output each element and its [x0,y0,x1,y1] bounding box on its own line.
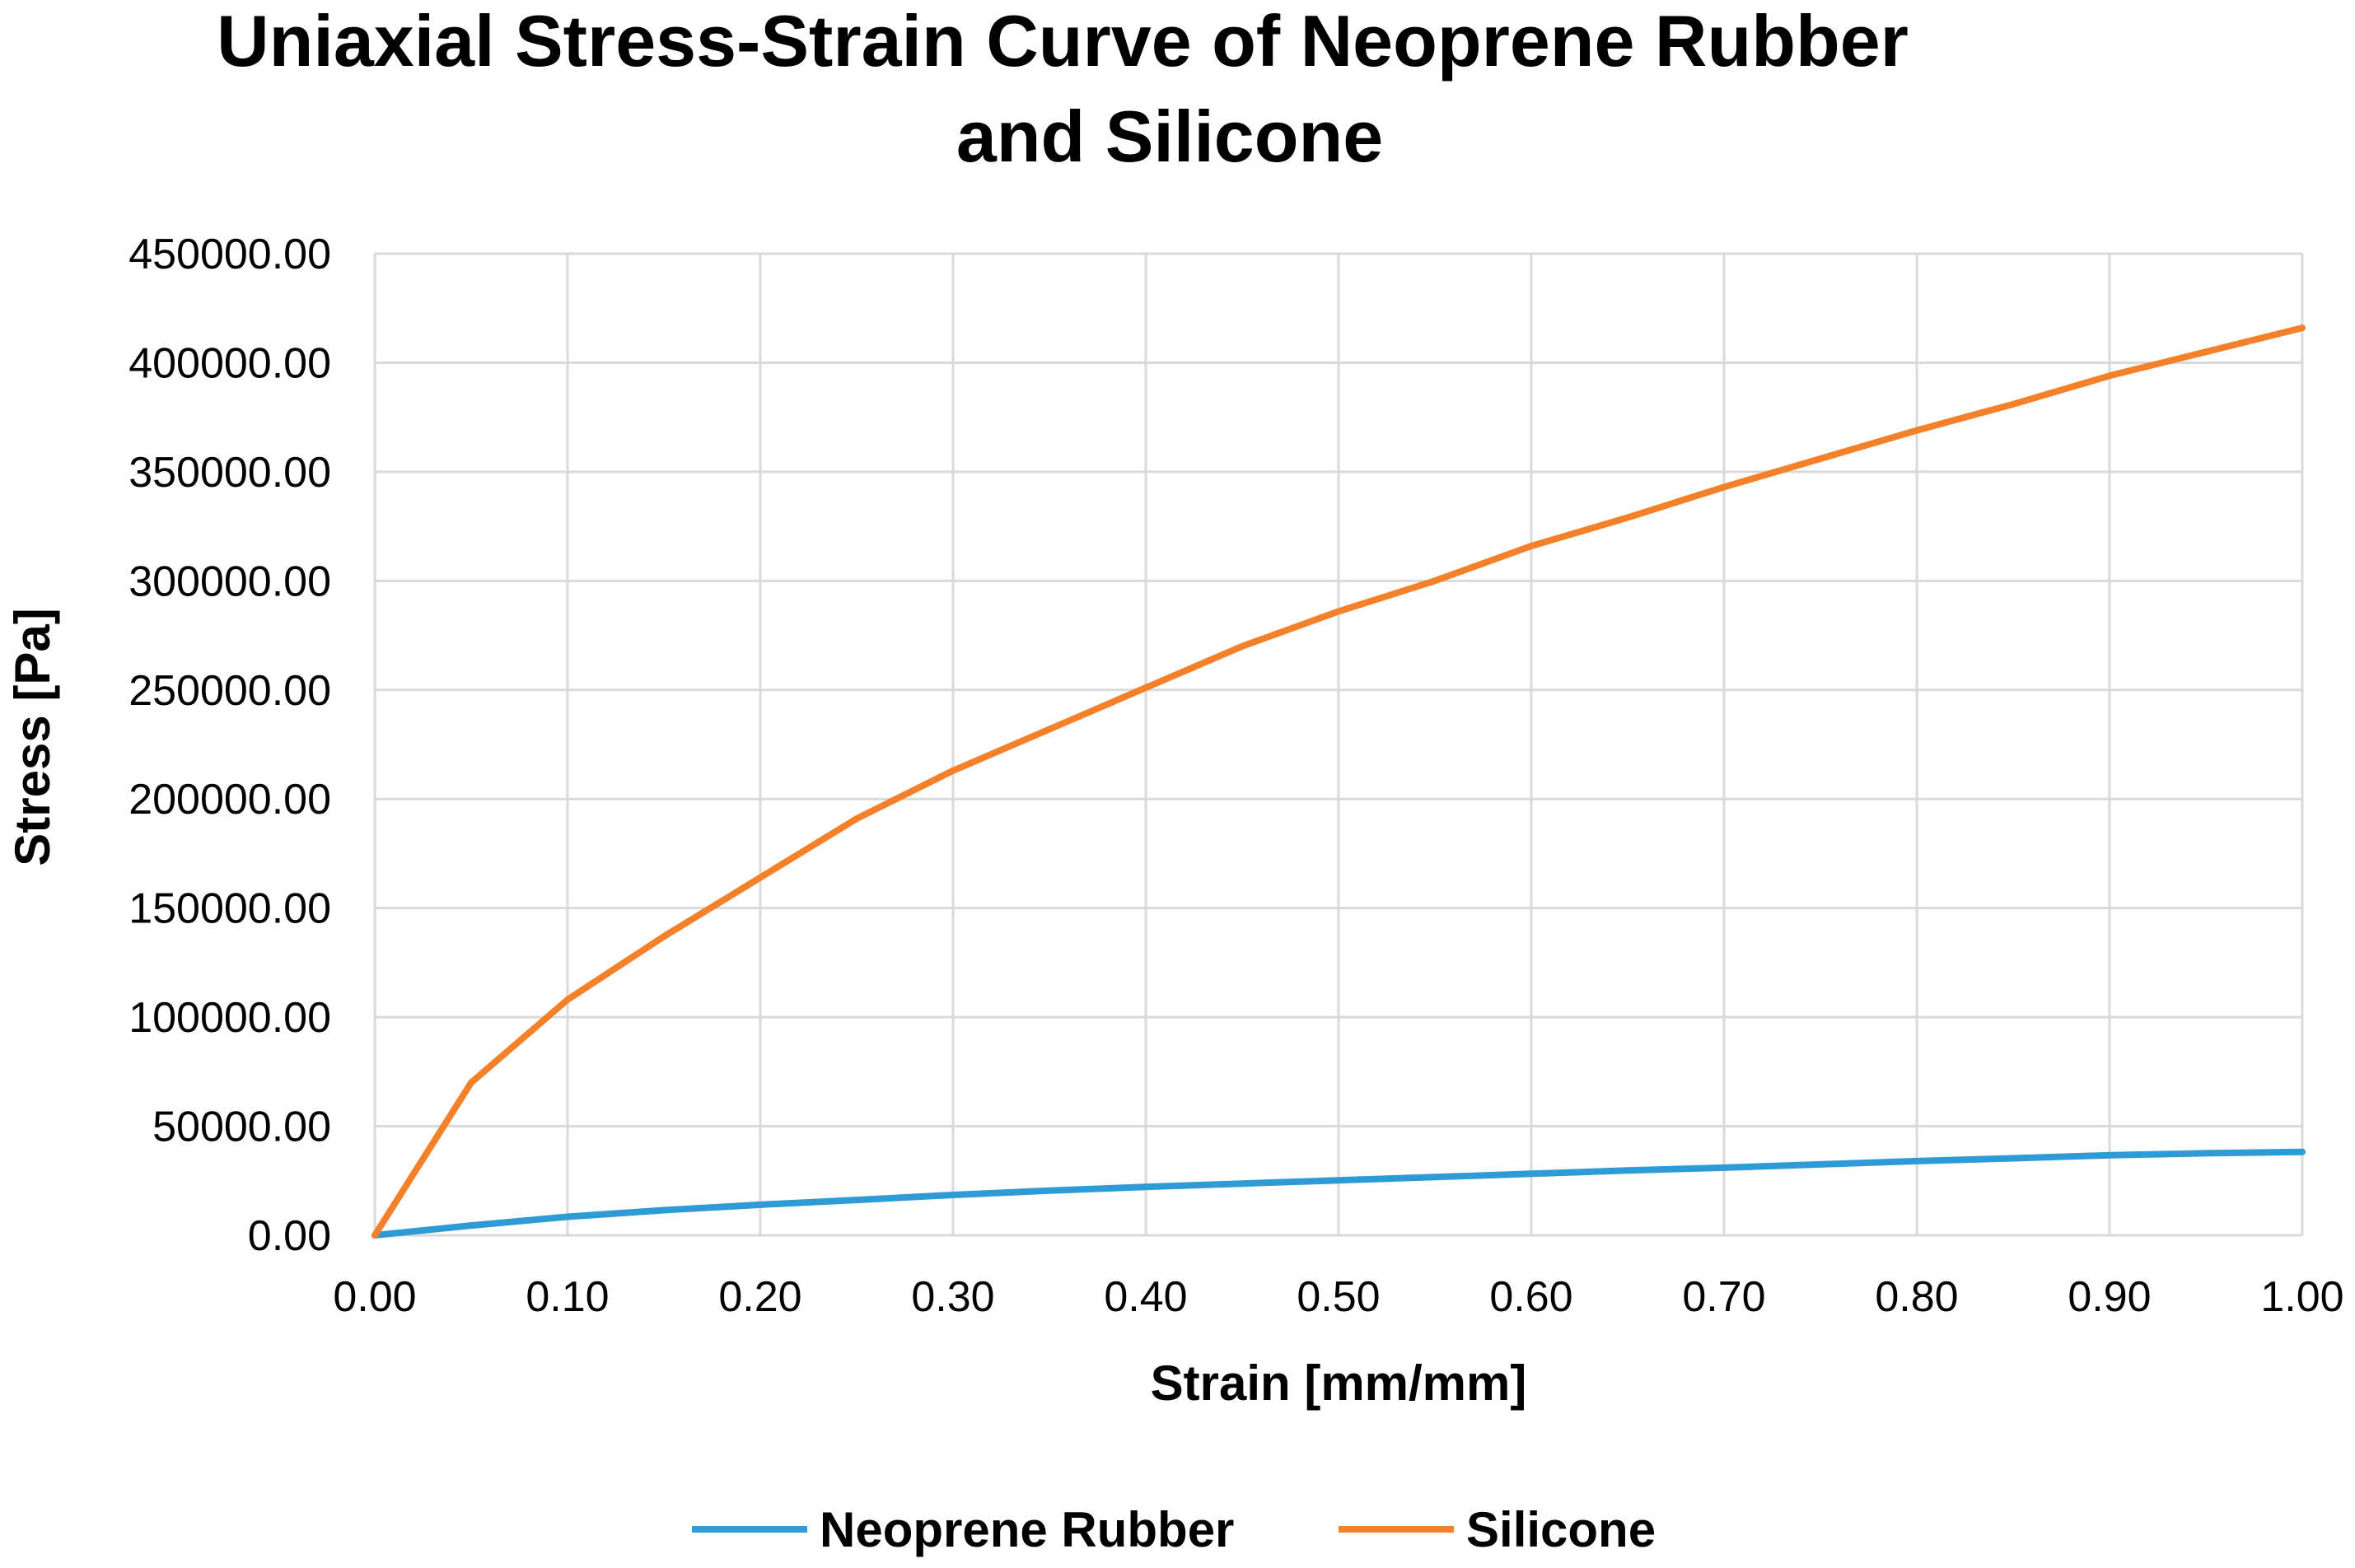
gridlines [373,252,2304,1237]
y-tick-label: 350000.00 [128,449,331,497]
chart-title-line-2: and Silicone [956,96,1383,177]
series-line-neoprene-rubber [371,1148,2306,1239]
x-axis-label: Strain [mm/mm] [1151,1356,1527,1411]
y-tick-label: 200000.00 [128,776,331,824]
x-tick-label: 0.40 [1104,1273,1187,1321]
y-tick-label: 400000.00 [128,339,331,387]
chart-title: Uniaxial Stress-Strain Curve of Neoprene… [217,0,1909,177]
legend-label-neoprene: Neoprene Rubber [820,1502,1234,1557]
series-lines [371,324,2306,1239]
y-tick-labels: 0.00 50000.00 100000.00 150000.00 200000.00 2… [128,231,331,1260]
x-tick-label: 1.00 [2260,1273,2343,1321]
legend-item-silicone: Silicone [1339,1502,1656,1557]
x-tick-label: 0.70 [1682,1273,1765,1321]
y-axis-label: Stress [Pa] [5,608,60,866]
chart-title-line-1: Uniaxial Stress-Strain Curve of Neoprene… [217,0,1909,82]
legend-item-neoprene: Neoprene Rubber [692,1502,1234,1557]
y-tick-label: 450000.00 [128,231,331,278]
x-tick-label: 0.90 [2068,1273,2151,1321]
legend: Neoprene Rubber Silicone [692,1502,1656,1557]
x-tick-label: 0.20 [718,1273,801,1321]
x-tick-labels: 0.00 0.10 0.20 0.30 0.40 0.50 0.60 0.70 0.80 0.90… [333,1273,2343,1321]
y-tick-label: 250000.00 [128,667,331,715]
legend-label-silicone: Silicone [1466,1502,1656,1557]
y-tick-label: 150000.00 [128,885,331,933]
x-tick-label: 0.30 [911,1273,994,1321]
x-tick-label: 0.50 [1297,1273,1380,1321]
series-line-silicone [371,324,2306,1239]
x-tick-label: 0.10 [526,1273,609,1321]
x-tick-label: 0.00 [333,1273,416,1321]
x-tick-label: 0.80 [1875,1273,1958,1321]
x-tick-label: 0.60 [1489,1273,1572,1321]
y-tick-label: 300000.00 [128,558,331,605]
y-tick-label: 0.00 [248,1212,331,1260]
y-tick-label: 50000.00 [152,1104,331,1151]
y-tick-label: 100000.00 [128,994,331,1042]
